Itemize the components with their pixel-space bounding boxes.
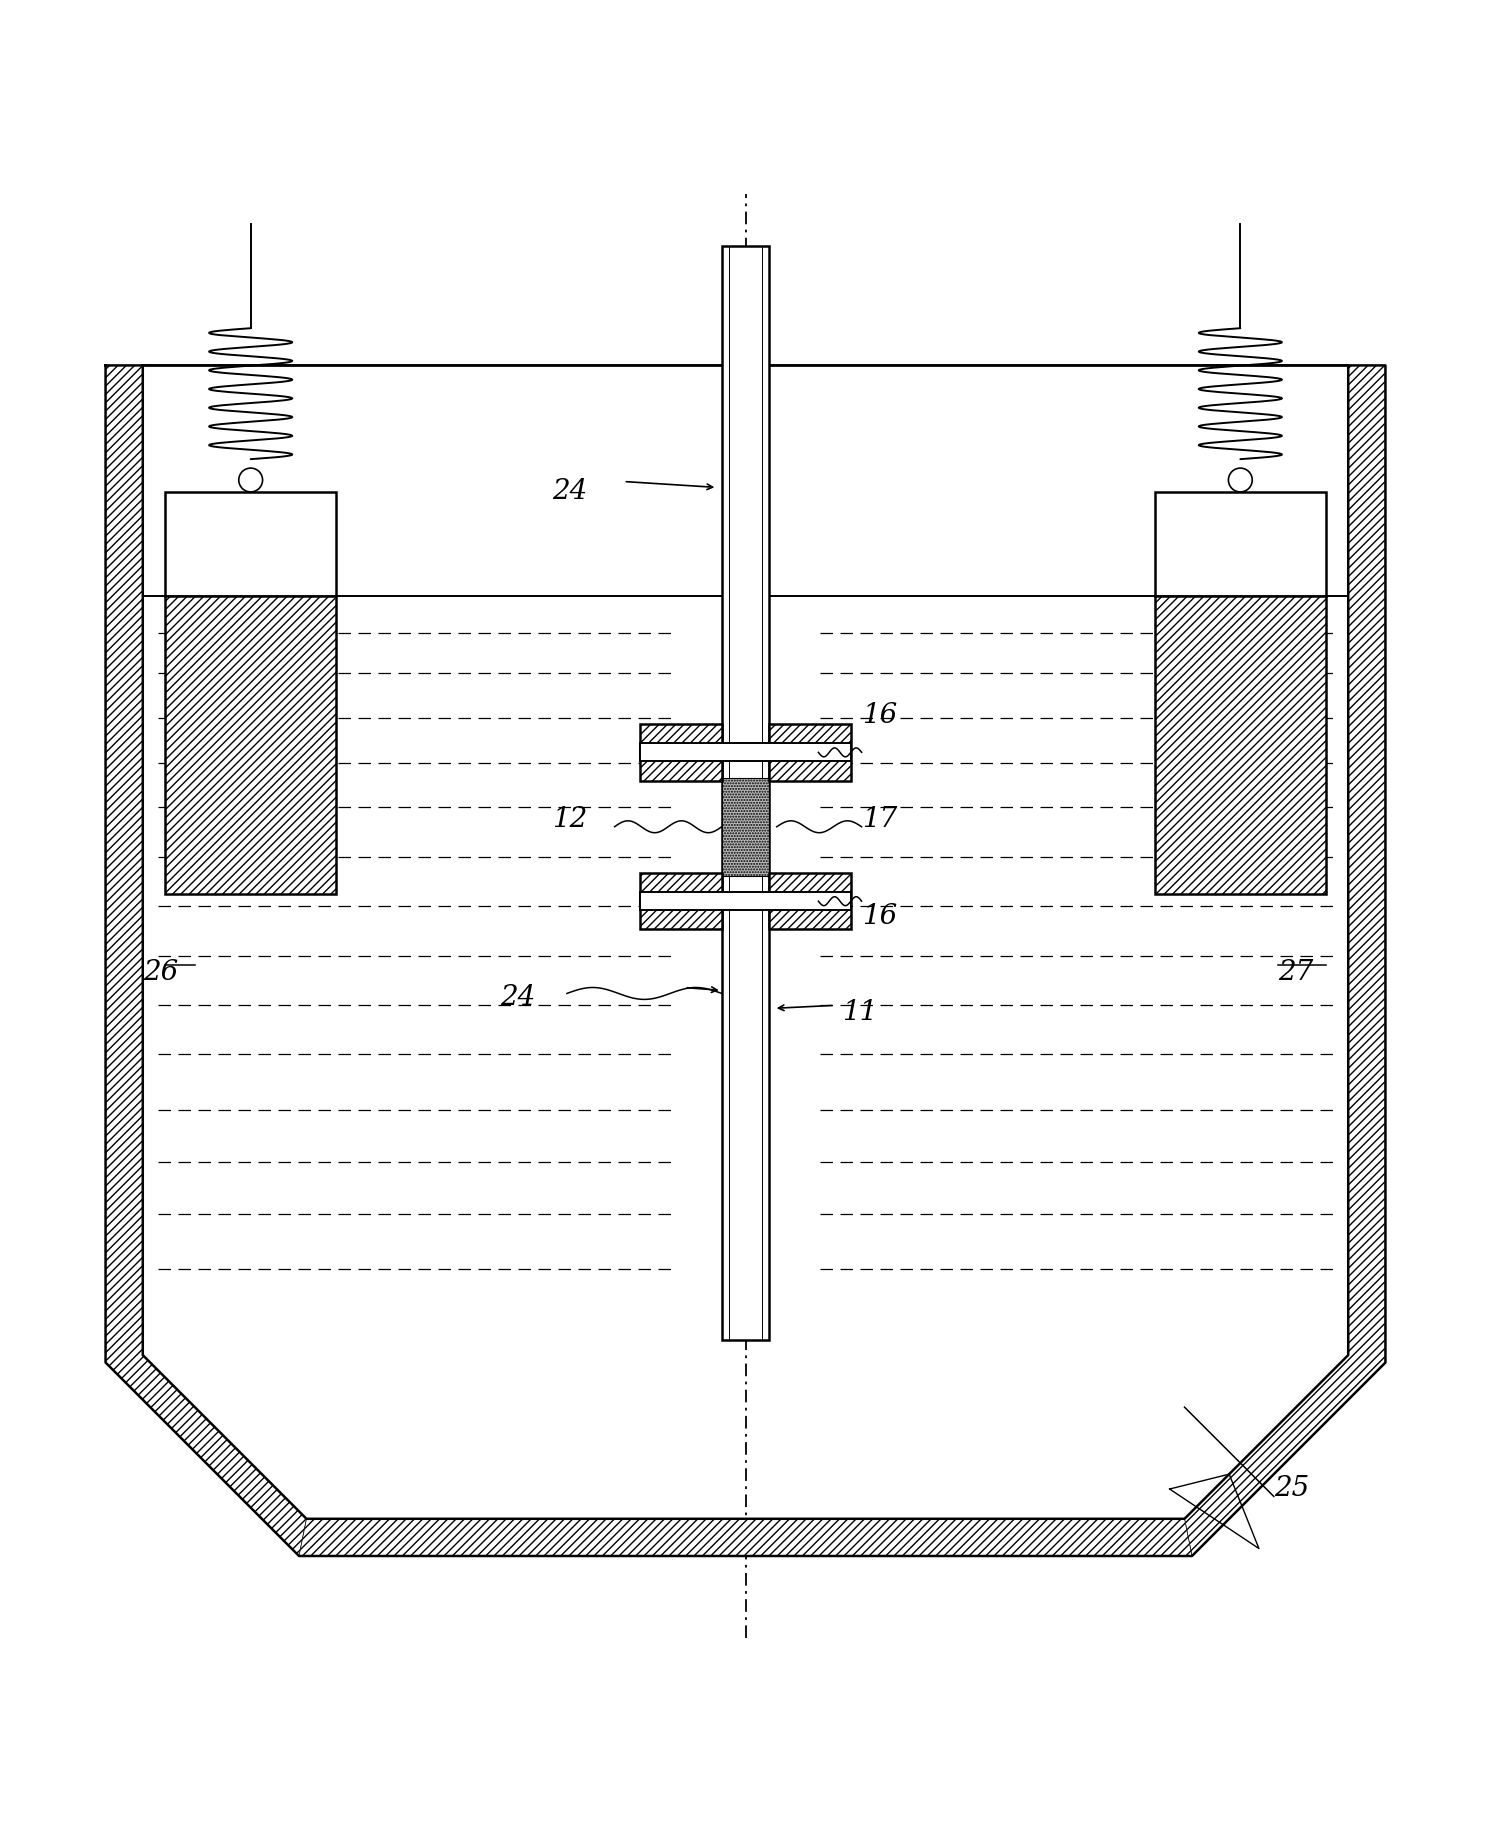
Bar bbox=[166, 491, 337, 597]
Bar bbox=[640, 874, 722, 929]
Bar bbox=[166, 597, 337, 894]
Text: 24: 24 bbox=[552, 478, 587, 506]
Polygon shape bbox=[1184, 366, 1385, 1555]
Text: 12: 12 bbox=[552, 805, 587, 833]
Text: 11: 11 bbox=[842, 999, 878, 1027]
Polygon shape bbox=[300, 1518, 1191, 1555]
Bar bbox=[769, 724, 851, 781]
Text: 24: 24 bbox=[499, 984, 535, 1012]
Bar bbox=[640, 892, 851, 911]
Text: 27: 27 bbox=[1278, 959, 1314, 986]
Text: 26: 26 bbox=[143, 959, 177, 986]
Bar bbox=[722, 246, 769, 1341]
Bar bbox=[1154, 597, 1325, 894]
Text: 16: 16 bbox=[862, 702, 896, 728]
Text: 25: 25 bbox=[1273, 1476, 1309, 1502]
Bar bbox=[1154, 491, 1325, 597]
Text: 16: 16 bbox=[862, 903, 896, 929]
Bar bbox=[640, 724, 722, 781]
Bar bbox=[640, 744, 851, 761]
Polygon shape bbox=[106, 366, 307, 1555]
Bar bbox=[769, 874, 851, 929]
Bar bbox=[722, 778, 769, 875]
Text: 17: 17 bbox=[862, 805, 896, 833]
